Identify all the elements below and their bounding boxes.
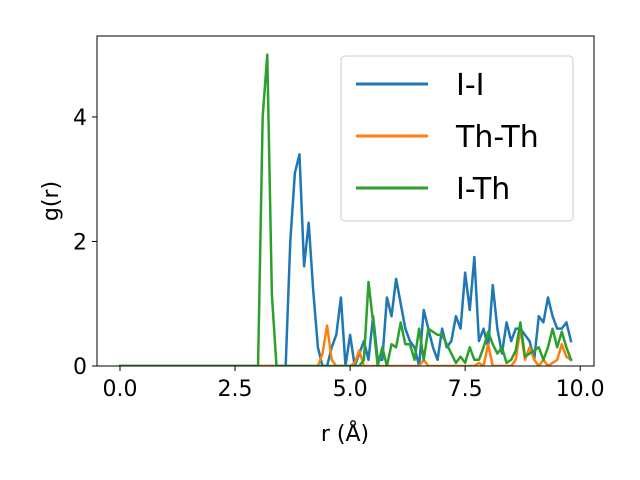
x-axis-label: r (Å): [321, 420, 369, 447]
y-tick-label: 2: [73, 230, 87, 255]
y-tick-label: 0: [73, 355, 87, 380]
x-tick-label: 5.0: [333, 377, 368, 402]
legend-label: Th-Th: [455, 120, 539, 155]
y-axis: 0 2 4: [73, 106, 97, 380]
series-line-i-th: [118, 53, 573, 366]
x-tick-label: 2.5: [218, 377, 253, 402]
y-axis-label: g(r): [39, 181, 64, 221]
legend-label: I-Th: [456, 172, 510, 207]
x-tick-label: 0.0: [103, 377, 138, 402]
y-tick-label: 4: [73, 106, 87, 131]
plot-frame: [96, 35, 595, 367]
legend-label: I-I: [456, 68, 485, 103]
x-tick-label: 7.5: [448, 377, 483, 402]
legend: I-I Th-Th I-Th: [340, 55, 574, 222]
series-layer: [118, 53, 573, 366]
x-axis: 0.0 2.5 5.0 7.5 10.0: [103, 366, 605, 402]
legend-box: [340, 55, 574, 222]
x-tick-label: 10.0: [556, 377, 605, 402]
